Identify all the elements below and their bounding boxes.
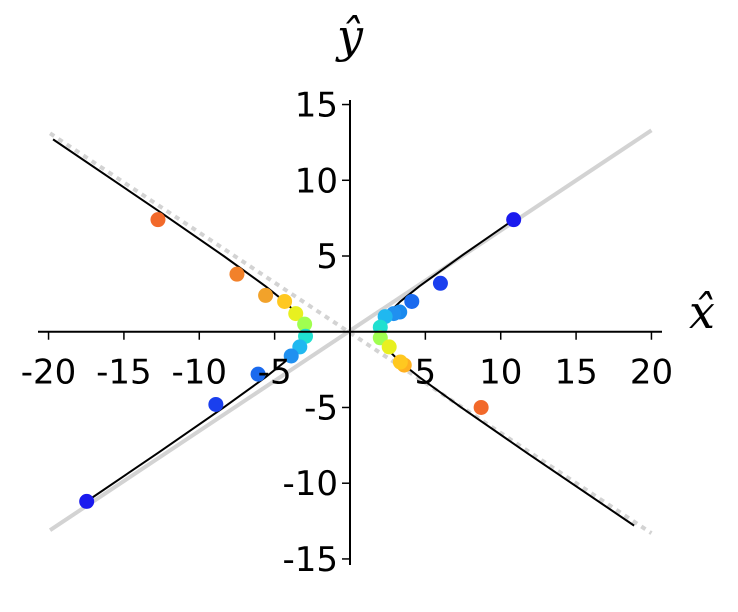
data-point bbox=[297, 316, 313, 332]
y-tick-label: -5 bbox=[304, 388, 338, 428]
curve bbox=[52, 138, 308, 503]
y-tick-label: 10 bbox=[295, 161, 338, 201]
data-point bbox=[506, 212, 522, 228]
data-point bbox=[208, 396, 224, 412]
y-tick-label: -15 bbox=[282, 540, 338, 580]
data-point bbox=[277, 293, 293, 309]
y-tick-label: 5 bbox=[316, 237, 338, 277]
x-tick-label: 15 bbox=[554, 353, 597, 393]
data-point bbox=[473, 399, 489, 415]
y-axis-label: ŷ bbox=[335, 9, 364, 63]
data-point bbox=[392, 354, 408, 370]
data-point bbox=[432, 275, 448, 291]
data-point bbox=[229, 266, 245, 282]
x-tick-label: -5 bbox=[258, 353, 292, 393]
data-point bbox=[79, 493, 95, 509]
data-point bbox=[150, 212, 166, 228]
y-tick-label: 15 bbox=[295, 86, 338, 126]
x-axis-label: x̂ bbox=[689, 285, 715, 339]
y-tick-label: -10 bbox=[282, 464, 338, 504]
data-point bbox=[283, 348, 299, 364]
data-point bbox=[381, 339, 397, 355]
x-tick-label: -10 bbox=[172, 353, 228, 393]
data-point bbox=[404, 293, 420, 309]
data-point bbox=[250, 366, 266, 382]
data-point bbox=[288, 306, 304, 322]
x-tick-label: 10 bbox=[479, 353, 522, 393]
data-point bbox=[258, 287, 274, 303]
x-tick-label: 20 bbox=[630, 353, 673, 393]
x-tick-label: -15 bbox=[96, 353, 152, 393]
x-tick-label: 5 bbox=[415, 353, 437, 393]
x-tick-label: -20 bbox=[21, 353, 77, 393]
